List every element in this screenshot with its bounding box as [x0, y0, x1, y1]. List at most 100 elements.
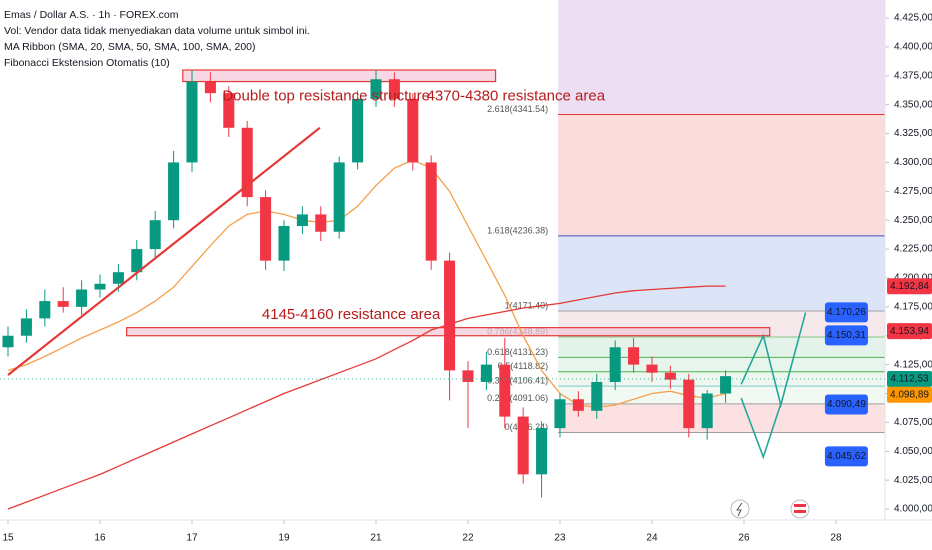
- candle-body: [186, 81, 198, 163]
- x-tick-label: 26: [738, 533, 750, 544]
- price-tag-label: 4.112,53: [890, 374, 929, 385]
- y-tick-label: 4.300,00: [894, 157, 932, 168]
- annotation: 4145-4160 resistance area: [262, 306, 441, 323]
- event-icon[interactable]: [730, 499, 750, 519]
- candle-body: [536, 428, 548, 475]
- fib-label: 2.618(4341.54): [487, 104, 548, 114]
- candle-body: [20, 318, 32, 336]
- fib-band: [558, 235, 885, 312]
- candle-body: [296, 214, 308, 226]
- y-tick-label: 4.400,00: [894, 42, 932, 53]
- price-tag-label: 4.098,89: [890, 389, 929, 400]
- x-tick-label: 19: [278, 533, 290, 544]
- price-tag: [887, 386, 932, 403]
- y-tick-label: 4.175,00: [894, 301, 932, 312]
- candle-body: [39, 301, 51, 319]
- indicator-label: MA Ribbon (SMA, 20, SMA, 50, SMA, 100, S…: [4, 41, 256, 53]
- candle-body: [204, 81, 216, 94]
- price-callout-label: 4.150,31: [827, 330, 866, 341]
- y-tick-label: 4.050,00: [894, 446, 932, 457]
- y-tick-label: 4.200,00: [894, 273, 932, 284]
- candle-body: [94, 283, 106, 290]
- price-tag: [887, 278, 932, 295]
- candle-body: [628, 347, 640, 365]
- fib-band: [558, 0, 885, 115]
- price-tag: [887, 371, 932, 388]
- price-tag-label: 4.153,94: [890, 326, 929, 337]
- price-callout-label: 4.090,49: [827, 399, 866, 410]
- candle-body: [517, 416, 529, 475]
- fib-band: [558, 337, 885, 358]
- x-tick-label: 23: [554, 533, 566, 544]
- y-tick-label: 4.075,00: [894, 417, 932, 428]
- candle-body: [223, 93, 235, 128]
- x-tick-label: 17: [186, 533, 198, 544]
- y-tick-label: 4.425,00: [894, 13, 932, 24]
- candle-body: [2, 335, 14, 348]
- resistance-zone: [182, 69, 497, 83]
- candle-body: [168, 162, 180, 221]
- candle-body: [572, 399, 584, 411]
- moving-average: [7, 285, 726, 510]
- x-tick-label: 28: [830, 533, 842, 544]
- candle-body: [591, 381, 603, 411]
- candle-body: [499, 364, 511, 417]
- candle-body: [444, 260, 456, 371]
- projection-path: [740, 397, 782, 460]
- candle-body: [241, 127, 253, 198]
- candle-body: [609, 347, 621, 382]
- candle-body: [131, 249, 143, 273]
- projection-path: [740, 312, 807, 409]
- fib-label: 0.382(4106.41): [487, 375, 548, 385]
- annotation: 4370-4380 resistance area: [427, 88, 606, 105]
- x-tick-label: 22: [462, 533, 474, 544]
- candle-body: [57, 301, 69, 307]
- price-callout: [824, 302, 868, 323]
- y-tick-label: 4.225,00: [894, 244, 932, 255]
- fib-label: 0.618(4131.23): [487, 347, 548, 357]
- price-tag: [887, 323, 932, 340]
- fib-label: 1(4171.40): [505, 300, 549, 310]
- candle-body: [646, 364, 658, 373]
- y-tick-label: 4.325,00: [894, 128, 932, 139]
- candle-body: [683, 379, 695, 429]
- candle-body: [554, 399, 566, 429]
- candle-body: [664, 372, 676, 380]
- candle-body: [407, 98, 419, 163]
- event-icon[interactable]: [790, 499, 810, 519]
- candle-body: [149, 220, 161, 250]
- trend-line: [7, 126, 321, 376]
- candle-body: [315, 214, 327, 232]
- x-tick-label: 15: [2, 533, 14, 544]
- volume-note: Vol: Vendor data tidak menyediakan data …: [4, 25, 310, 37]
- y-tick-label: 4.000,00: [894, 504, 932, 515]
- candle-body: [76, 289, 88, 307]
- candle-body: [112, 272, 124, 284]
- y-tick-label: 4.025,00: [894, 475, 932, 486]
- indicator-label: Fibonacci Ekstension Otomatis (10): [4, 57, 170, 69]
- candle-body: [260, 197, 272, 261]
- symbol-title: Emas / Dollar A.S. · 1h · FOREX.com: [4, 9, 179, 21]
- price-callout-label: 4.170,26: [827, 307, 866, 318]
- fib-label: 0.5(4118.82): [498, 361, 548, 371]
- price-callout: [824, 446, 868, 467]
- candle-body: [278, 225, 290, 261]
- y-tick-label: 4.350,00: [894, 99, 932, 110]
- price-tag-label: 4.192,84: [890, 281, 929, 292]
- candle-body: [701, 393, 713, 429]
- x-tick-label: 21: [370, 533, 382, 544]
- candle-body: [720, 376, 732, 394]
- y-tick-label: 4.275,00: [894, 186, 932, 197]
- price-callout: [824, 394, 868, 415]
- price-callout: [824, 325, 868, 346]
- price-callout-label: 4.045,62: [827, 451, 866, 462]
- candle-body: [333, 162, 345, 232]
- moving-average: [7, 159, 726, 409]
- y-tick-label: 4.250,00: [894, 215, 932, 226]
- fib-band: [558, 114, 885, 236]
- candle-body: [388, 79, 400, 99]
- candle-body: [480, 364, 492, 382]
- fib-label: 1.618(4236.38): [487, 225, 548, 235]
- candle-body: [462, 370, 474, 382]
